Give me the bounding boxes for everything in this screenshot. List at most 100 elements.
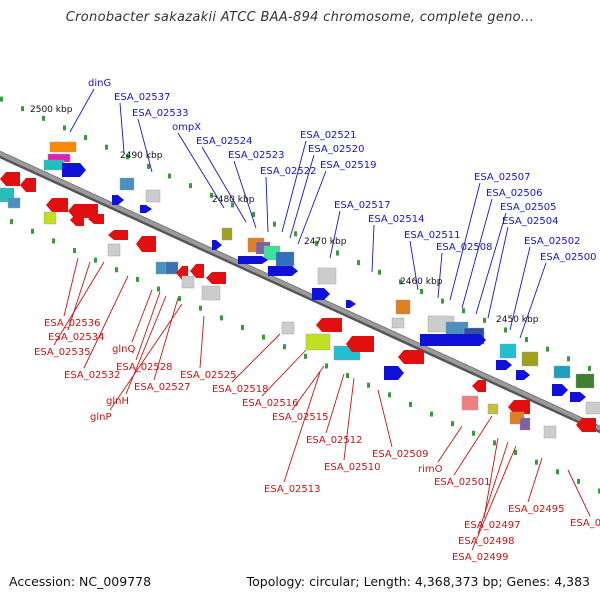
forward-gene-label[interactable]: ESA_02514 <box>368 214 425 225</box>
minor-tick-mark <box>252 212 255 218</box>
forward-gene-glyph <box>496 360 512 370</box>
minor-tick-mark <box>472 430 475 436</box>
minor-tick-mark <box>231 202 234 208</box>
forward-gene-label[interactable]: ESA_02521 <box>300 130 357 141</box>
kbp-tick-label: 2480 kbp <box>212 195 255 205</box>
forward-gene-label[interactable]: dinG <box>88 78 111 89</box>
gene-block <box>43 159 65 171</box>
forward-gene-glyph <box>570 392 586 402</box>
forward-leader-line <box>201 146 247 223</box>
forward-gene-label[interactable]: ESA_02520 <box>308 144 365 155</box>
minor-tick-mark <box>147 163 150 169</box>
reverse-leader-line <box>109 303 183 411</box>
reverse-leader-line <box>471 445 517 551</box>
reverse-leader-line <box>199 315 205 369</box>
minor-tick-mark <box>115 267 118 273</box>
minor-tick-mark <box>378 269 381 275</box>
reverse-gene-label[interactable]: glnP <box>90 412 112 423</box>
reverse-leader-line <box>283 371 321 483</box>
gene-block <box>7 197 21 209</box>
minor-tick-mark <box>451 421 454 427</box>
reverse-gene-label[interactable]: ESA_02495 <box>508 504 565 515</box>
reverse-gene-glyph <box>398 350 424 364</box>
reverse-leader-line <box>567 469 591 517</box>
reverse-gene-label[interactable]: ESA_02534 <box>48 332 105 343</box>
reverse-leader-line <box>343 377 355 461</box>
forward-gene-label[interactable]: ESA_02505 <box>500 202 557 213</box>
forward-gene-label[interactable]: ESA_02524 <box>196 136 253 147</box>
reverse-gene-label[interactable]: ESA_02499 <box>452 552 509 563</box>
reverse-gene-label[interactable]: ESA_02528 <box>116 362 173 373</box>
forward-leader-line <box>297 170 327 245</box>
forward-gene-label[interactable]: ESA_02522 <box>260 166 317 177</box>
forward-gene-label[interactable]: ESA_02533 <box>132 108 189 119</box>
gene-block <box>119 177 135 191</box>
minor-tick-mark <box>588 365 591 371</box>
reverse-gene-glyph <box>190 264 204 278</box>
forward-gene-label[interactable]: ESA_02537 <box>114 92 171 103</box>
kbp-tick-label: 2500 kbp <box>30 105 73 115</box>
minor-tick-mark <box>483 317 486 323</box>
reverse-gene-label[interactable]: ESA_02509 <box>372 449 429 460</box>
reverse-leader-line <box>125 295 167 395</box>
forward-gene-label[interactable]: ESA_02504 <box>502 216 559 227</box>
reverse-leader-line <box>527 457 543 503</box>
forward-gene-label[interactable]: ESA_02507 <box>474 172 531 183</box>
forward-gene-label[interactable]: ESA_02500 <box>540 252 597 263</box>
reverse-gene-label[interactable]: ESA_02497 <box>464 520 521 531</box>
reverse-gene-label[interactable]: rimO <box>418 464 443 475</box>
forward-leader-line <box>437 252 443 299</box>
forward-gene-label[interactable]: ESA_02511 <box>404 230 461 241</box>
gene-block <box>281 321 295 335</box>
minor-tick-mark <box>94 257 97 263</box>
forward-gene-label[interactable]: ESA_02508 <box>436 242 493 253</box>
reverse-leader-line <box>477 441 509 535</box>
forward-leader-line <box>137 118 153 173</box>
minor-tick-mark <box>210 192 213 198</box>
gene-block <box>43 211 57 225</box>
forward-gene-glyph <box>384 366 404 380</box>
reverse-gene-label[interactable]: ESA_02516 <box>242 398 299 409</box>
reverse-gene-label[interactable]: ESA_02493 <box>570 518 600 529</box>
forward-gene-label[interactable]: ESA_02506 <box>486 188 543 199</box>
reverse-gene-label[interactable]: ESA_02518 <box>212 384 269 395</box>
reverse-leader-line <box>67 261 91 331</box>
reverse-gene-label[interactable]: glnQ <box>112 344 135 355</box>
reverse-gene-label[interactable]: ESA_02515 <box>272 412 329 423</box>
reverse-gene-label[interactable]: ESA_02536 <box>44 318 101 329</box>
forward-leader-line <box>475 212 507 315</box>
reverse-gene-label[interactable]: ESA_02527 <box>134 382 191 393</box>
kbp-tick-label: 2460 kbp <box>400 277 443 287</box>
gene-block <box>543 425 557 439</box>
forward-gene-label[interactable]: ESA_02502 <box>524 236 581 247</box>
minor-ticks <box>0 96 600 494</box>
reverse-gene-label[interactable]: ESA_02525 <box>180 370 237 381</box>
forward-gene-label[interactable]: ESA_02519 <box>320 160 377 171</box>
reverse-gene-label[interactable]: ESA_02501 <box>434 477 491 488</box>
forward-leader-line <box>371 224 375 273</box>
forward-gene-glyph <box>420 334 486 346</box>
minor-tick-mark <box>262 334 265 340</box>
forward-gene-label[interactable]: ESA_02523 <box>228 150 285 161</box>
forward-leader-line <box>487 226 509 319</box>
forward-leader-line <box>461 198 493 309</box>
forward-gene-label[interactable]: ESA_02517 <box>334 200 391 211</box>
reverse-gene-label[interactable]: ESA_02532 <box>64 370 121 381</box>
reverse-gene-label[interactable]: ESA_02498 <box>458 536 515 547</box>
gene-block <box>145 189 161 203</box>
forward-leader-line <box>119 102 125 153</box>
forward-leader-line <box>233 160 257 229</box>
reverse-gene-glyph <box>508 400 530 414</box>
forward-gene-label[interactable]: ompX <box>172 122 201 133</box>
gene-block <box>165 261 179 275</box>
reverse-gene-label[interactable]: ESA_02510 <box>324 462 381 473</box>
reverse-gene-label[interactable]: glnH <box>106 396 129 407</box>
minor-tick-mark <box>430 411 433 417</box>
minor-tick-mark <box>126 154 129 160</box>
reverse-gene-label[interactable]: ESA_02513 <box>264 484 321 495</box>
reverse-gene-label[interactable]: ESA_02512 <box>306 435 363 446</box>
forward-gene-glyph <box>268 266 298 276</box>
minor-tick-mark <box>409 401 412 407</box>
reverse-gene-label[interactable]: ESA_02535 <box>34 347 91 358</box>
minor-tick-mark <box>178 296 181 302</box>
